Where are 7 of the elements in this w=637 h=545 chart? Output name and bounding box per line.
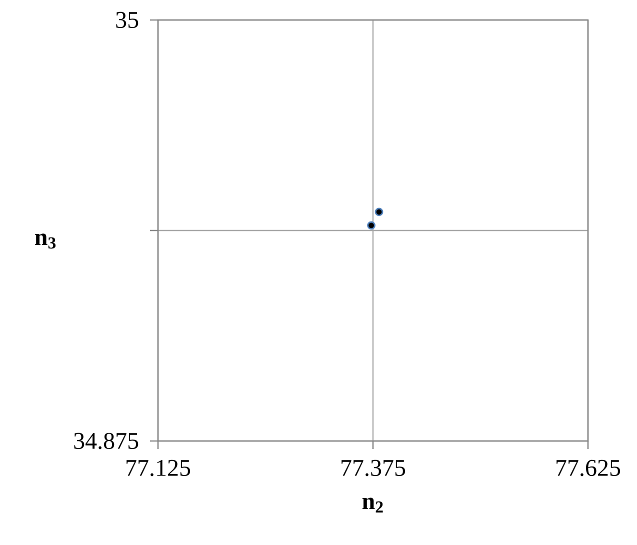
x-tick-label: 77.375 xyxy=(342,460,406,476)
y-tick-label: 34.875 xyxy=(74,432,138,450)
x-tick-label: 77.125 xyxy=(126,460,190,476)
y-tick-label: 35 xyxy=(116,12,138,28)
x-axis-title: n$_{2}$ xyxy=(362,498,383,513)
x-tick-label: 77.625 xyxy=(556,460,620,476)
y-axis-title: n$_{3}$ xyxy=(35,234,56,249)
